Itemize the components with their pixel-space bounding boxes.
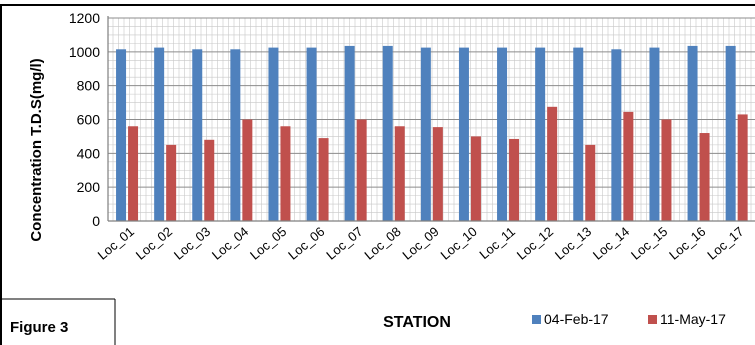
- bar-series-2-loc_05: [280, 126, 291, 221]
- bar-series-2-loc_06: [318, 138, 329, 221]
- legend-label-series-2: 11-May-17: [660, 311, 726, 327]
- bar-series-2-loc_04: [242, 119, 253, 221]
- y-tick-label: 1000: [69, 44, 100, 60]
- bar-series-1-loc_08: [382, 45, 393, 221]
- bar-series-1-loc_05: [268, 47, 279, 221]
- y-tick-labels: 0 200 400 600 800 1000 1200: [69, 10, 100, 229]
- legend-swatch-series-2: [648, 315, 657, 324]
- bar-series-1-loc_03: [192, 49, 203, 221]
- bar-series-1-loc_01: [116, 49, 127, 221]
- bar-series-2-loc_14: [623, 111, 634, 221]
- bar-series-2-loc_15: [661, 119, 672, 221]
- axes: [107, 16, 755, 222]
- bar-series-1-loc_02: [154, 47, 165, 221]
- y-tick-label: 600: [77, 112, 101, 128]
- y-tick-label: 0: [92, 213, 100, 229]
- bar-series-2-loc_09: [432, 127, 443, 221]
- y-tick-label: 800: [77, 78, 101, 94]
- figure-caption: Figure 3: [10, 319, 68, 336]
- bar-series-1-loc_11: [497, 47, 508, 221]
- y-tick-label: 1200: [69, 10, 100, 26]
- y-axis-title: Concentration T.D.S(mg/l): [28, 58, 45, 241]
- bar-series-2-loc_11: [509, 138, 520, 221]
- bar-series-1-loc_09: [420, 47, 431, 221]
- bar-series-2-loc_02: [166, 144, 177, 221]
- y-tick-label: 400: [77, 145, 101, 161]
- legend-label-series-1: 04-Feb-17: [544, 311, 609, 327]
- bar-series-2-loc_16: [699, 133, 710, 221]
- bar-series-2-loc_17: [737, 114, 748, 221]
- bar-series-2-loc_07: [356, 119, 367, 221]
- bar-series-2-loc_03: [204, 139, 215, 221]
- bar-series-1-loc_12: [535, 47, 546, 221]
- bar-series-2-loc_10: [470, 136, 481, 221]
- bar-series-1-loc_04: [230, 49, 241, 221]
- bar-series-1-loc_16: [687, 45, 698, 221]
- x-axis-title: STATION: [383, 314, 451, 331]
- legend-swatch-series-1: [532, 315, 541, 324]
- legend: 04-Feb-17 11-May-17: [532, 311, 726, 327]
- bar-series-1-loc_14: [611, 49, 622, 221]
- bars: [116, 45, 748, 221]
- bar-series-1-loc_15: [649, 47, 660, 221]
- bar-series-1-loc_13: [573, 47, 584, 221]
- bar-series-1-loc_10: [458, 47, 469, 221]
- bar-series-1-loc_06: [306, 47, 317, 221]
- bar-series-2-loc_01: [128, 126, 139, 221]
- bar-series-2-loc_08: [394, 126, 405, 221]
- bar-series-2-loc_12: [547, 106, 558, 221]
- y-tick-label: 200: [77, 179, 101, 195]
- bar-series-1-loc_07: [344, 45, 355, 221]
- bar-series-2-loc_13: [585, 144, 596, 221]
- bar-series-1-loc_17: [725, 45, 736, 221]
